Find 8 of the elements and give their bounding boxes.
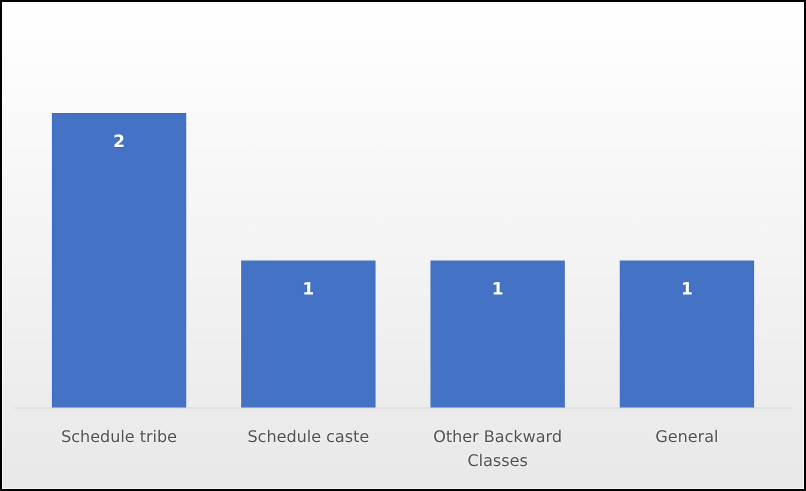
data-label: 1 bbox=[302, 280, 314, 300]
x-tick-label: Schedule tribe bbox=[61, 427, 178, 446]
x-tick-label: Other Backward Classes bbox=[433, 427, 562, 470]
data-label: 1 bbox=[681, 280, 693, 300]
x-tick-label: Schedule caste bbox=[248, 427, 370, 446]
x-tick-label: General bbox=[655, 427, 718, 446]
data-label: 1 bbox=[492, 280, 504, 300]
data-label: 2 bbox=[113, 132, 125, 152]
